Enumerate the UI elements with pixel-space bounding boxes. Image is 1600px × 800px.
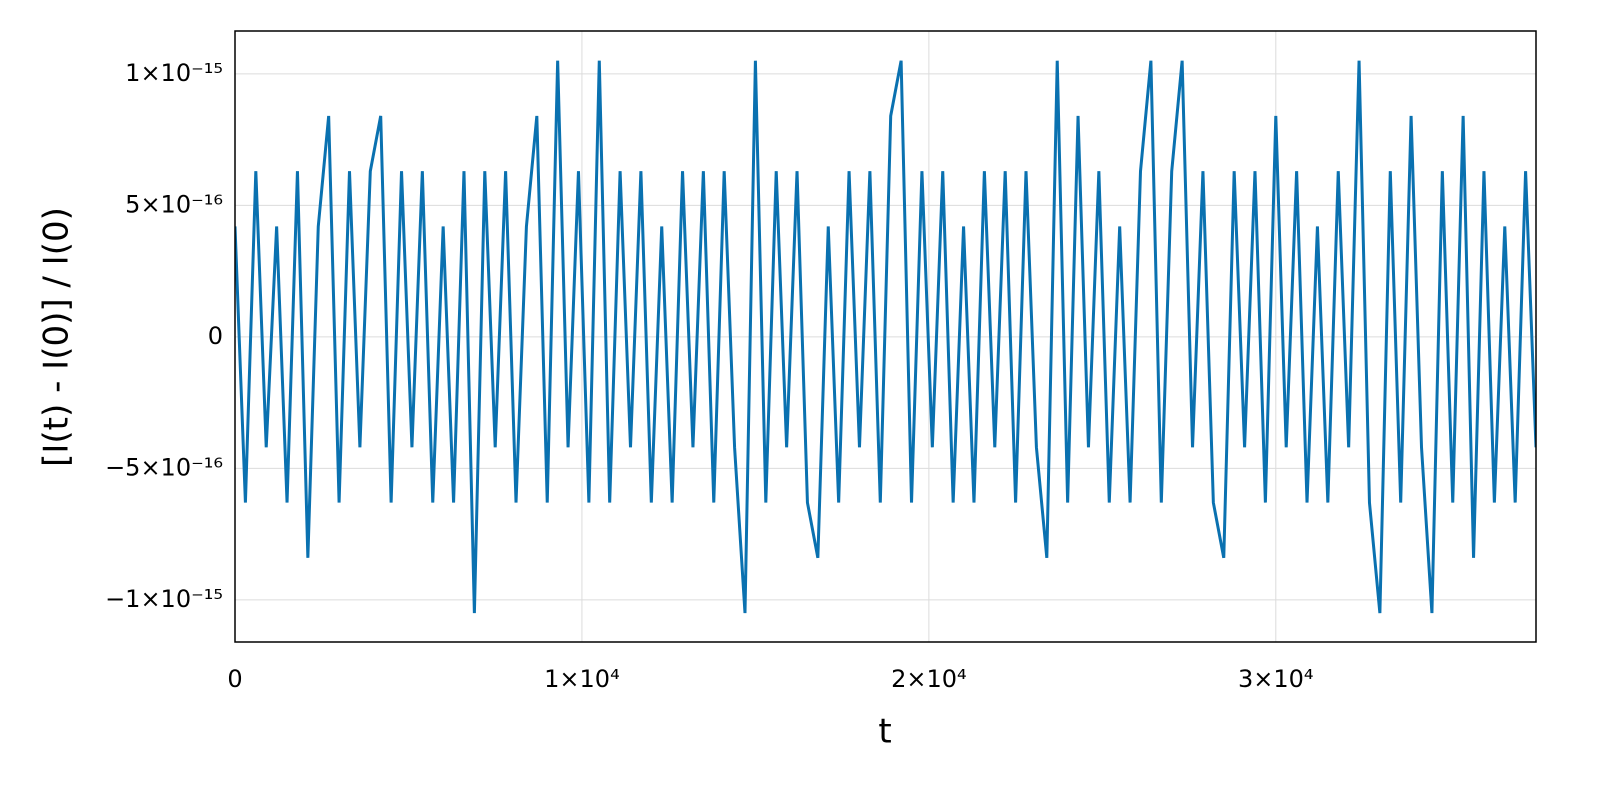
x-tick-label: 1×10⁴ bbox=[544, 665, 620, 693]
y-tick-label: −1×10⁻¹⁵ bbox=[105, 585, 223, 613]
y-tick-label: −5×10⁻¹⁶ bbox=[105, 453, 223, 481]
data-line bbox=[235, 60, 1536, 614]
plot-frame bbox=[234, 30, 1537, 643]
x-tick-label: 2×10⁴ bbox=[891, 665, 967, 693]
x-axis-label: t bbox=[878, 712, 891, 752]
x-tick-label: 3×10⁴ bbox=[1238, 665, 1314, 693]
y-axis-label: [I(t) - I(0)] / I(0) bbox=[37, 207, 77, 467]
y-tick-label: 1×10⁻¹⁵ bbox=[125, 59, 223, 87]
y-tick-label: 5×10⁻¹⁶ bbox=[125, 190, 223, 218]
y-tick-label: 0 bbox=[208, 322, 223, 350]
x-tick-label: 0 bbox=[227, 665, 242, 693]
